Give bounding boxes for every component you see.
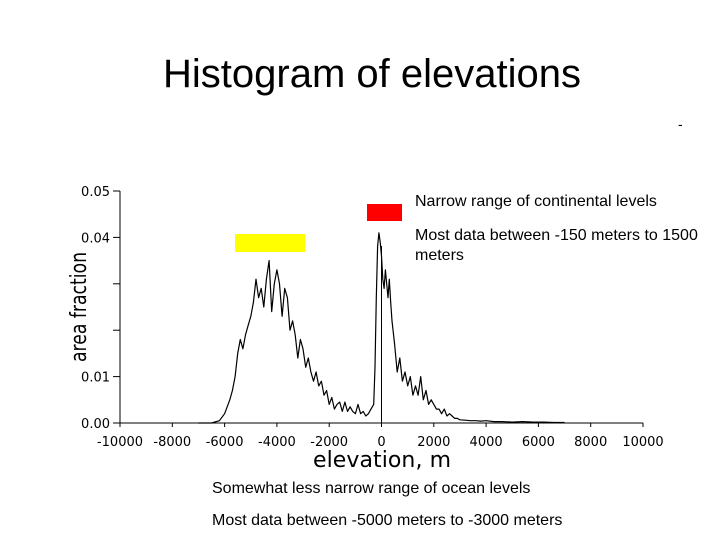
y-tick-label: 0.05 (81, 185, 110, 200)
ocean-range-detail: Most data between -5000 meters to -3000 … (212, 512, 563, 529)
x-tick-label: -2000 (310, 435, 348, 450)
x-tick-label: 4000 (470, 435, 503, 450)
x-tick-label: 6000 (522, 435, 555, 450)
continental-range-detail: Most data between -150 meters to 1500 me… (415, 227, 698, 264)
slide-title: Histogram of elevations (163, 52, 581, 96)
histogram-line (198, 232, 565, 424)
x-tick-label: -8000 (153, 435, 191, 450)
x-tick-label: 2000 (417, 435, 450, 450)
ocean-range-heading: Somewhat less narrow range of ocean leve… (212, 480, 531, 497)
y-tick-label: 0.00 (81, 417, 110, 432)
x-tick-label: 0 (377, 435, 385, 450)
y-tick-label: 0.04 (81, 231, 110, 246)
x-tick-label: -4000 (258, 435, 296, 450)
ocean-range-marker (235, 234, 305, 252)
x-tick-label: -6000 (206, 435, 244, 450)
chart-series (198, 232, 565, 424)
x-tick-label: -10000 (97, 435, 143, 450)
chart-ticks: 0.00 0.01 0.04 0.05 -10000 -8000 -6000 -4000 -20… (81, 185, 664, 450)
x-tick-label: 8000 (574, 435, 607, 450)
x-tick-label: 10000 (622, 435, 663, 450)
stray-mark: - (678, 116, 683, 132)
continental-range-heading: Narrow range of continental levels (415, 193, 657, 210)
continental-range-marker (367, 204, 402, 221)
y-tick-label: 0.01 (81, 371, 110, 386)
x-axis-title: elevation, m (313, 448, 453, 473)
y-axis-title: area fraction (67, 252, 92, 362)
